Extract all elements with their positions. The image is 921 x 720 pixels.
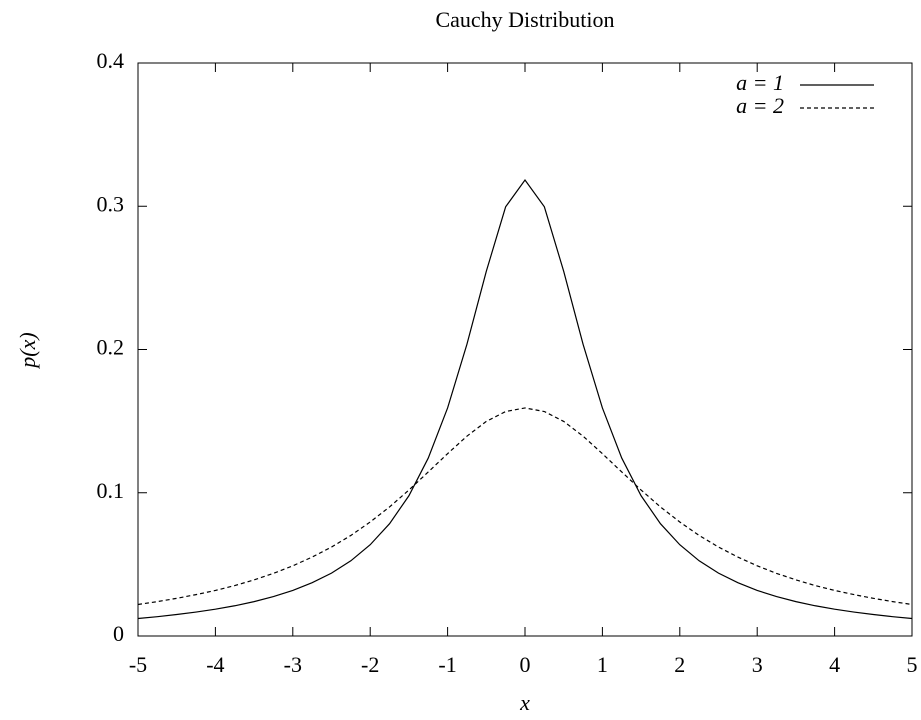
x-tick-label: 2	[674, 652, 685, 677]
x-tick-label: -1	[438, 652, 456, 677]
series-line	[137, 407, 913, 606]
legend-label: a = 1	[736, 70, 784, 95]
y-tick-label: 0	[113, 621, 124, 646]
y-tick-label: 0.2	[97, 335, 125, 360]
legend-label: a = 2	[736, 93, 784, 118]
y-axis-label: p(x)	[15, 332, 40, 369]
x-tick-label: -3	[284, 652, 302, 677]
x-tick-label: 1	[597, 652, 608, 677]
series-line	[137, 179, 913, 620]
x-tick-label: -4	[206, 652, 224, 677]
x-tick-label: -5	[129, 652, 147, 677]
x-tick-label: 4	[829, 652, 840, 677]
y-tick-label: 0.3	[97, 191, 125, 216]
x-tick-label: -2	[361, 652, 379, 677]
y-tick-label: 0.1	[97, 478, 125, 503]
x-tick-label: 5	[907, 652, 918, 677]
chart-title: Cauchy Distribution	[435, 7, 614, 32]
x-axis-label: x	[519, 690, 530, 715]
x-tick-label: 3	[752, 652, 763, 677]
x-tick-label: 0	[520, 652, 531, 677]
y-tick-label: 0.4	[97, 48, 125, 73]
plot-frame	[137, 62, 913, 637]
